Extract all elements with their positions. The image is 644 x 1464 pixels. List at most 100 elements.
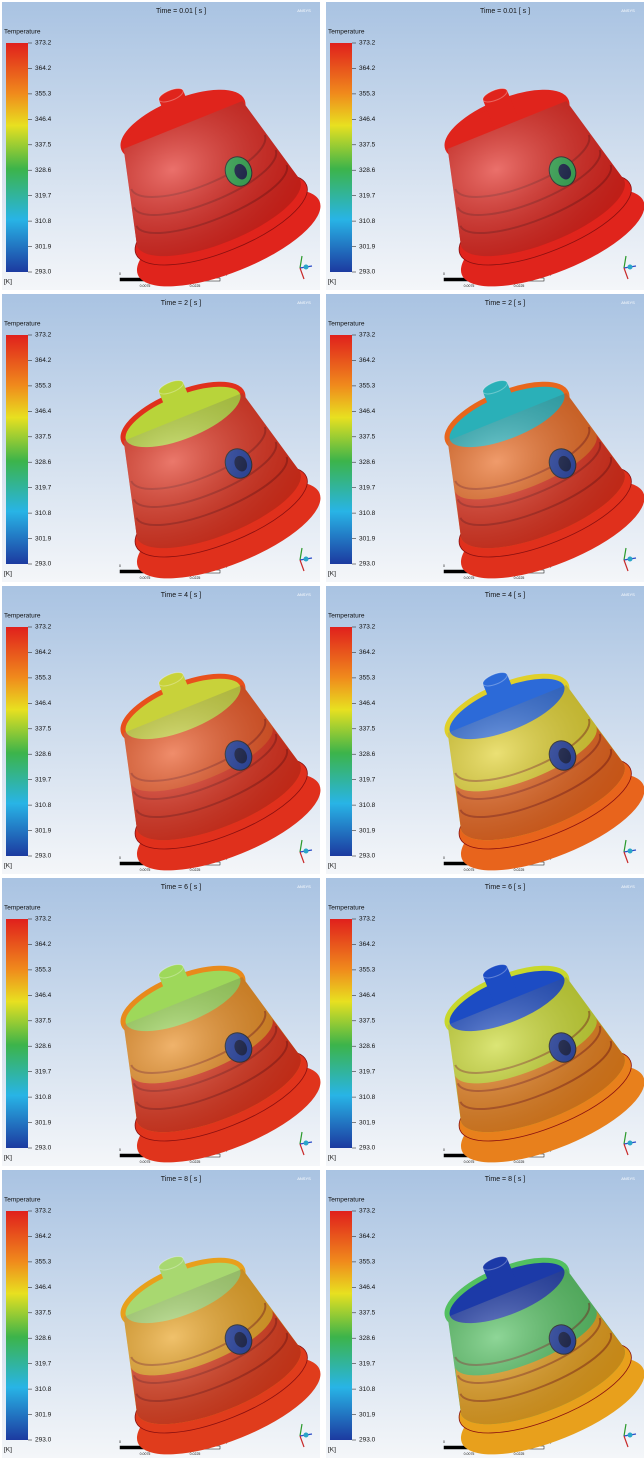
legend-tick-label: 364.2 <box>359 65 376 72</box>
legend-title: Temperature <box>328 1197 365 1204</box>
legend-tick-label: 373.2 <box>359 1208 376 1215</box>
brand: ANSYS <box>621 300 635 305</box>
legend-tick-label: 328.6 <box>359 751 376 758</box>
panel: Time = 4 [ s ]ANSYSTemperature373.2364.2… <box>326 586 644 890</box>
scale-label: 0.0075 <box>464 1160 475 1164</box>
scale-label: 0.0225 <box>514 1160 525 1164</box>
legend-tick-label: 373.2 <box>35 332 52 339</box>
panel: Time = 0.01 [ s ]ANSYSTemperature373.236… <box>326 2 644 306</box>
unit-label: [K] <box>328 1155 336 1162</box>
legend-tick-label: 301.9 <box>359 1411 376 1418</box>
triad-center <box>304 265 309 270</box>
legend-tick-label: 346.4 <box>359 992 376 999</box>
legend-tick-label: 337.5 <box>35 1309 52 1316</box>
legend-tick-label: 355.3 <box>359 383 376 390</box>
time-label: Time = 6 [ s ] <box>485 884 525 891</box>
legend-title: Temperature <box>328 905 365 912</box>
triad-center <box>628 265 633 270</box>
legend-tick-label: 310.8 <box>35 510 52 517</box>
legend-tick-label: 293.0 <box>35 1145 52 1152</box>
legend-tick-label: 346.4 <box>35 992 52 999</box>
legend-title: Temperature <box>328 29 365 36</box>
legend-tick-label: 355.3 <box>35 967 52 974</box>
legend-tick-label: 328.6 <box>359 459 376 466</box>
triad-center <box>304 849 309 854</box>
unit-label: [K] <box>4 1155 12 1162</box>
scale-label: 0.0075 <box>140 868 151 872</box>
legend-tick-label: 364.2 <box>359 357 376 364</box>
legend-tick-label: 310.8 <box>359 218 376 225</box>
legend-tick-label: 346.4 <box>35 700 52 707</box>
brand: ANSYS <box>621 592 635 597</box>
legend-tick-label: 328.6 <box>35 167 52 174</box>
legend-tick-label: 337.5 <box>35 725 52 732</box>
brand: ANSYS <box>621 1176 635 1181</box>
color-bar <box>330 1211 352 1440</box>
panel: Time = 6 [ s ]ANSYSTemperature373.2364.2… <box>326 878 644 1182</box>
brand: ANSYS <box>297 300 311 305</box>
time-label: Time = 6 [ s ] <box>161 884 201 891</box>
unit-label: [K] <box>4 279 12 286</box>
legend-tick-label: 346.4 <box>35 116 52 123</box>
unit-label: [K] <box>328 1447 336 1454</box>
legend-tick-label: 310.8 <box>35 802 52 809</box>
time-label: Time = 4 [ s ] <box>485 592 525 599</box>
panel: Time = 6 [ s ]ANSYSTemperature373.2364.2… <box>2 878 332 1182</box>
scale-label: 0.0225 <box>514 576 525 580</box>
legend-tick-label: 319.7 <box>35 1360 52 1367</box>
legend-tick-label: 293.0 <box>359 1437 376 1444</box>
panel: Time = 2 [ s ]ANSYSTemperature373.2364.2… <box>326 294 644 598</box>
brand: ANSYS <box>297 884 311 889</box>
legend-tick-label: 328.6 <box>35 1335 52 1342</box>
unit-label: [K] <box>4 863 12 870</box>
legend-tick-label: 337.5 <box>359 433 376 440</box>
legend-tick-label: 310.8 <box>359 1386 376 1393</box>
scale-label: 0.0225 <box>190 1452 201 1456</box>
legend-tick-label: 328.6 <box>35 1043 52 1050</box>
scale-label: 0.0075 <box>464 1452 475 1456</box>
triad-center <box>304 557 309 562</box>
scale-label: 0 <box>443 856 445 860</box>
legend-tick-label: 364.2 <box>359 649 376 656</box>
legend-title: Temperature <box>4 321 41 328</box>
legend-tick-label: 319.7 <box>359 1068 376 1075</box>
legend-title: Temperature <box>328 613 365 620</box>
legend-title: Temperature <box>4 613 41 620</box>
legend-tick-label: 319.7 <box>359 776 376 783</box>
triad-center <box>304 1141 309 1146</box>
legend-tick-label: 355.3 <box>35 383 52 390</box>
triad-center <box>304 1433 309 1438</box>
scale-label: 0 <box>119 1440 121 1444</box>
legend-tick-label: 337.5 <box>35 433 52 440</box>
legend-tick-label: 301.9 <box>359 243 376 250</box>
legend-tick-label: 373.2 <box>359 40 376 47</box>
legend-tick-label: 346.4 <box>359 408 376 415</box>
legend-tick-label: 355.3 <box>359 967 376 974</box>
legend-tick-label: 364.2 <box>35 357 52 364</box>
triad-center <box>628 1141 633 1146</box>
triad-center <box>628 849 633 854</box>
legend-tick-label: 328.6 <box>359 1043 376 1050</box>
legend-tick-label: 328.6 <box>35 459 52 466</box>
legend-title: Temperature <box>4 29 41 36</box>
legend-tick-label: 301.9 <box>359 1119 376 1126</box>
scale-label: 0 <box>119 1148 121 1152</box>
legend-tick-label: 346.4 <box>35 408 52 415</box>
color-bar <box>330 43 352 272</box>
color-bar <box>330 919 352 1148</box>
legend-tick-label: 328.6 <box>359 1335 376 1342</box>
scale-label: 0.0075 <box>140 284 151 288</box>
scale-label: 0 <box>119 272 121 276</box>
figure: Time = 0.01 [ s ]ANSYSTemperature373.236… <box>0 0 644 1459</box>
legend-tick-label: 310.8 <box>359 1094 376 1101</box>
brand: ANSYS <box>297 592 311 597</box>
scale-label: 0.0075 <box>140 576 151 580</box>
legend-tick-label: 355.3 <box>35 675 52 682</box>
legend-tick-label: 293.0 <box>359 269 376 276</box>
color-bar <box>330 627 352 856</box>
scale-label: 0.0225 <box>514 868 525 872</box>
time-label: Time = 2 [ s ] <box>485 300 525 307</box>
legend-tick-label: 319.7 <box>35 776 52 783</box>
legend-tick-label: 373.2 <box>35 624 52 631</box>
triad-center <box>628 1433 633 1438</box>
